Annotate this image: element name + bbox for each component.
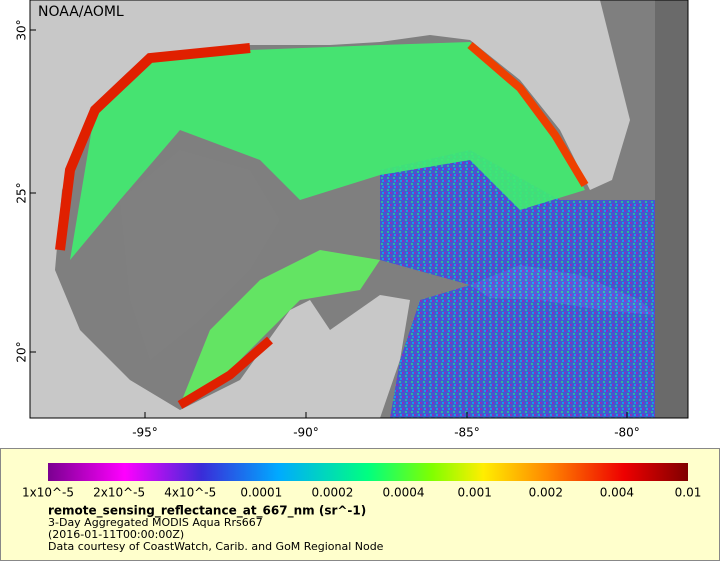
coastal-red (55, 43, 251, 251)
colorbar-label: 4x10^-5 (164, 486, 216, 500)
credit: NOAA/AOML (38, 4, 124, 20)
mexico-land (30, 270, 330, 418)
caption-credit: Data courtesy of CoastWatch, Carib. and … (48, 540, 384, 553)
colorbar-label: 0.004 (600, 486, 634, 500)
map-frame (29, 0, 689, 419)
colorbar-label: 0.0001 (240, 486, 282, 500)
lat-label: 30° (15, 19, 29, 40)
colorbar (48, 463, 688, 481)
colorbar-label: 0.01 (675, 486, 702, 500)
colorbar-label: 0.0004 (383, 486, 425, 500)
lon-label: -90° (293, 426, 319, 440)
gray-center (120, 150, 280, 360)
caption-date: (2016-01-11T00:00:00Z) (48, 528, 184, 541)
no-data (655, 0, 688, 418)
colorbar-label: 1x10^-5 (22, 486, 74, 500)
yucatan-land (330, 295, 410, 418)
lat-label: 20° (15, 341, 29, 362)
caption-title: 3-Day Aggregated MODIS Aqua Rrs667 (48, 516, 263, 529)
colorbar-label: 0.002 (529, 486, 563, 500)
coastal-red-south (177, 336, 273, 409)
caption-variable: remote_sensing_reflectance_at_667_nm (sr… (48, 504, 366, 519)
sst-green (70, 42, 585, 260)
us-land (30, 0, 630, 270)
lon-label: -85° (454, 426, 480, 440)
map: NOAA/AOML (29, 0, 689, 419)
sst-blue (380, 150, 655, 418)
colorbar-label: 0.001 (457, 486, 491, 500)
coastal-red-east (467, 41, 589, 188)
lon-label: -95° (132, 426, 158, 440)
sst-green-south (180, 250, 380, 405)
lat-label: 25° (15, 182, 29, 203)
colorbar-label: 0.0002 (311, 486, 353, 500)
colorbar-label: 2x10^-5 (93, 486, 145, 500)
lon-label: -80° (614, 426, 640, 440)
